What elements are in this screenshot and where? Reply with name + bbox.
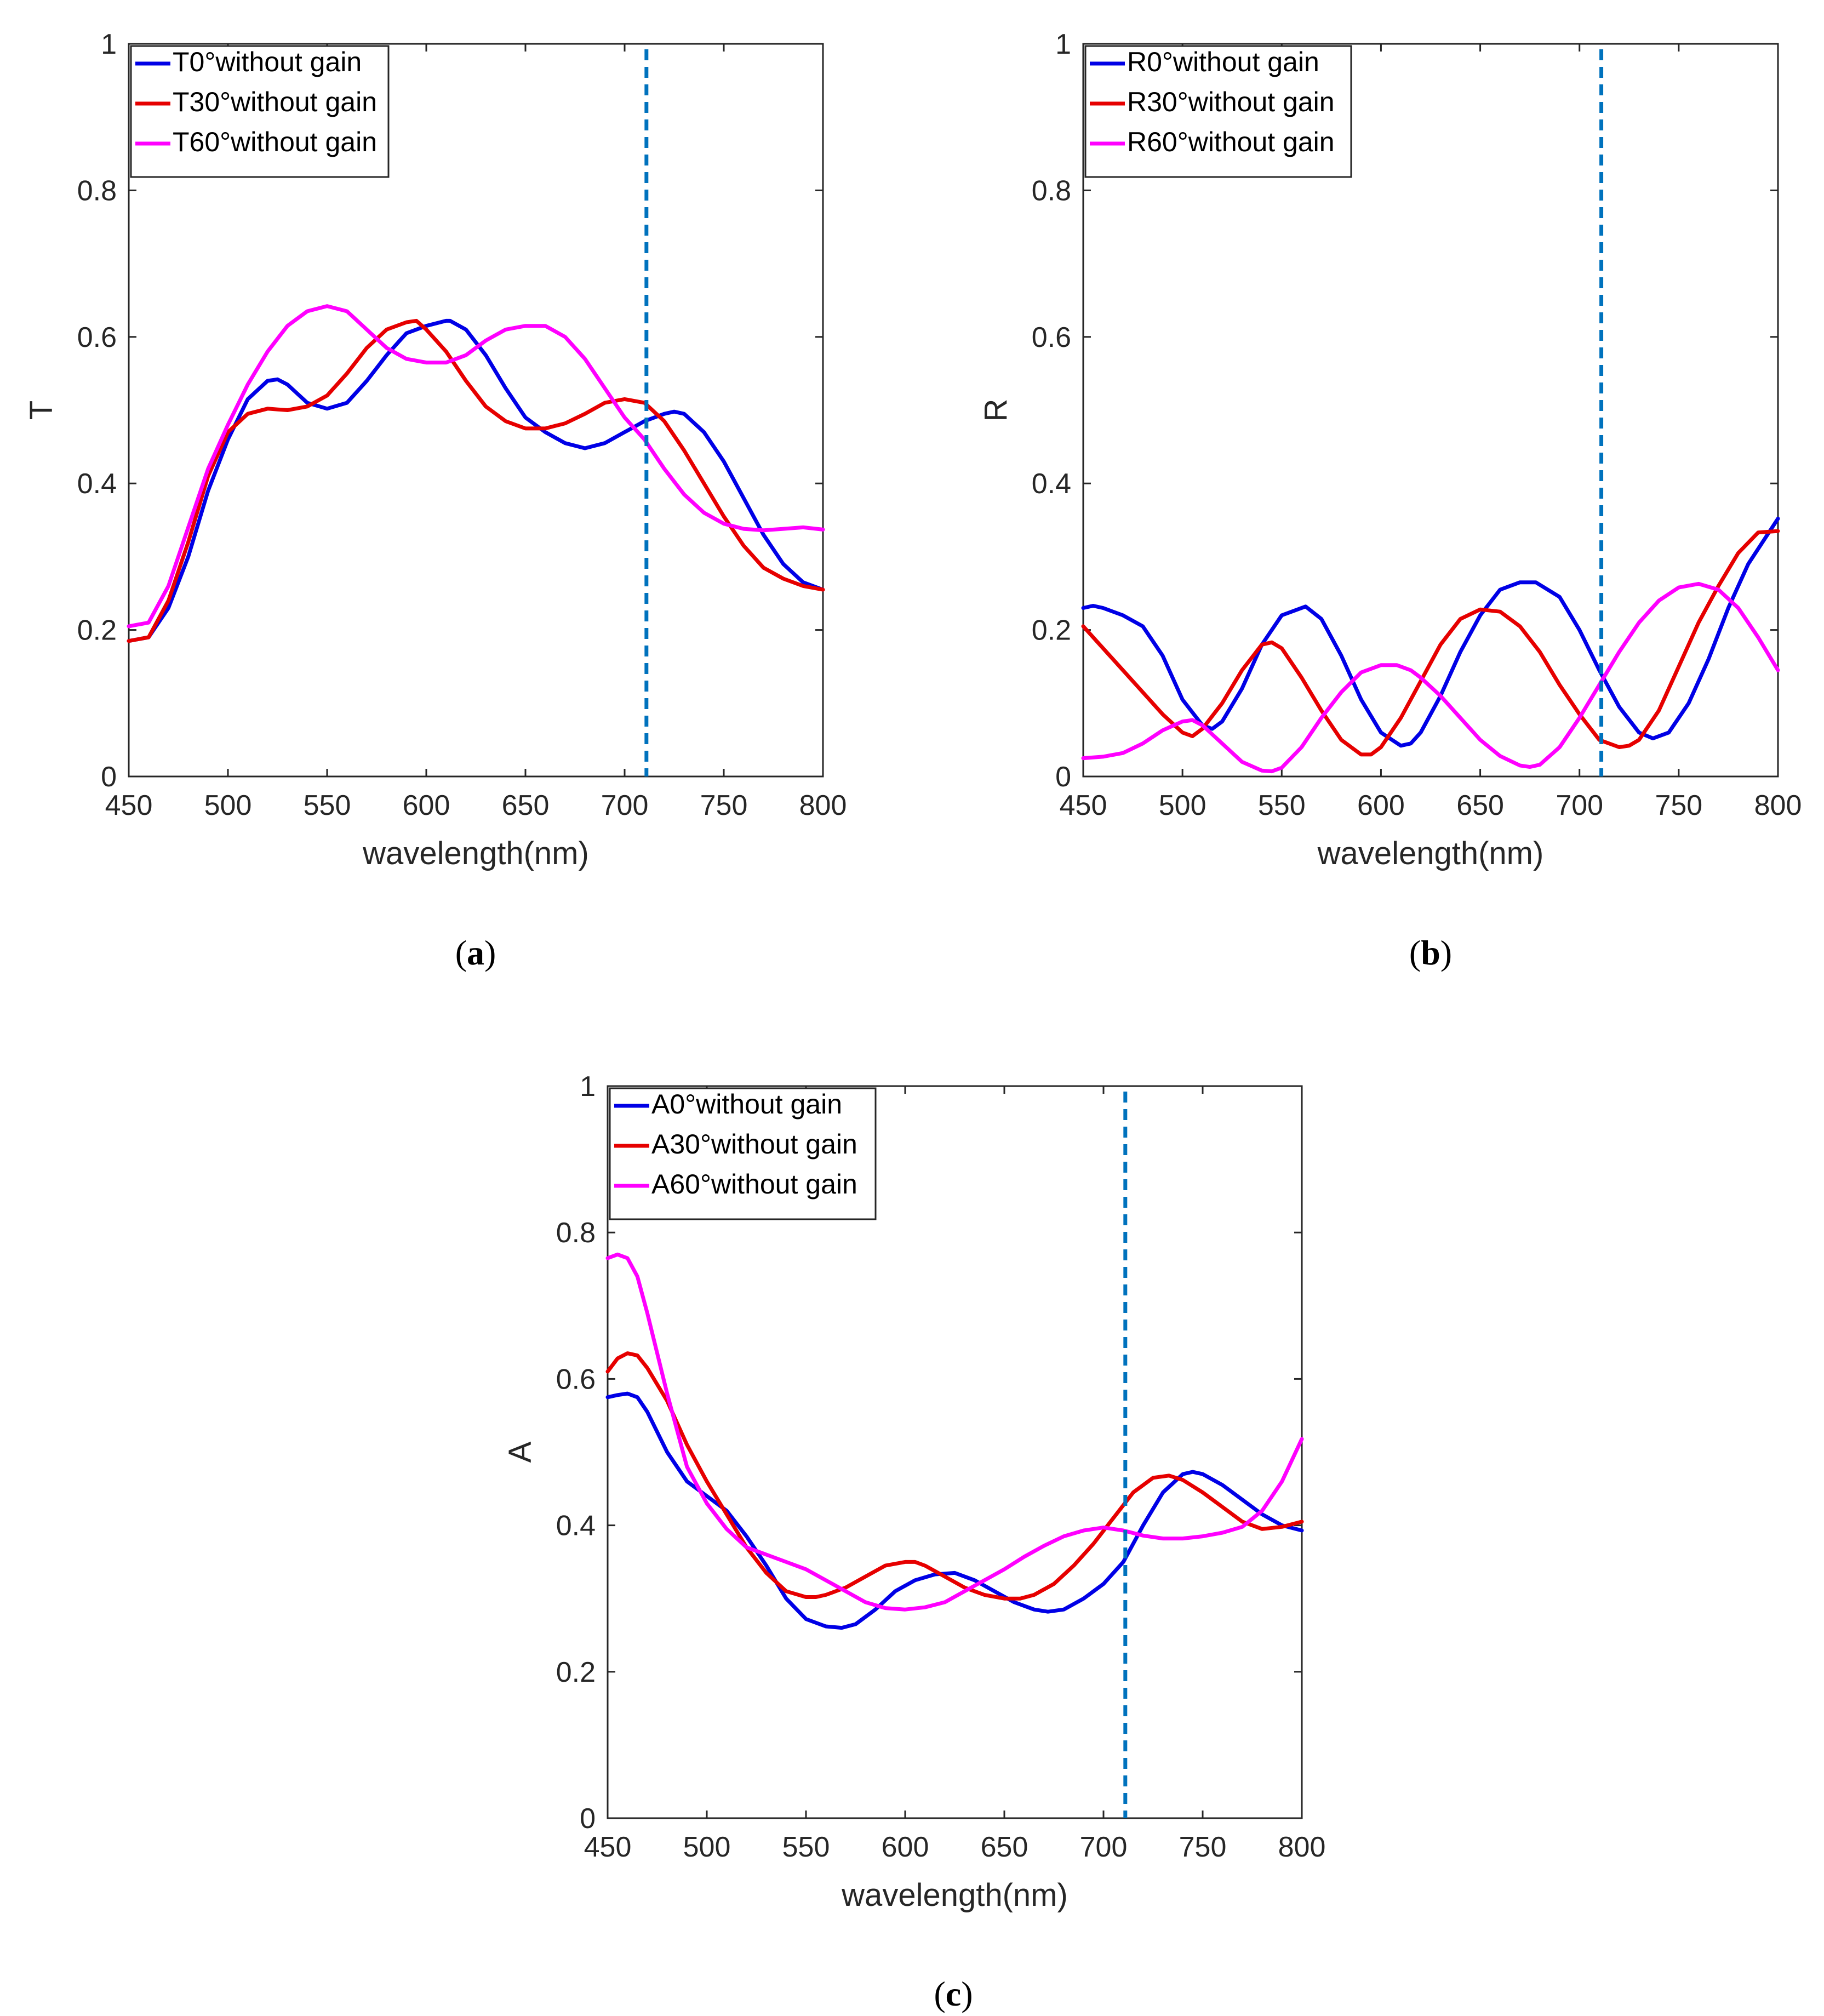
series-line-c-1 <box>605 1351 1304 1601</box>
x-tick-label: 800 <box>799 790 847 821</box>
x-axis-label: wavelength(nm) <box>841 1877 1068 1913</box>
y-tick-label: 0.4 <box>556 1510 596 1542</box>
series-line-a-1 <box>127 318 825 643</box>
x-tick-label: 500 <box>1159 790 1207 821</box>
legend-c: A0°without gain A30°without gain A60°witho… <box>609 1087 877 1220</box>
panel-label-c: (c) <box>934 1974 973 2013</box>
legend-b: R0°without gain R30°without gain R60°witho… <box>1084 45 1352 178</box>
x-tick-label: 600 <box>403 790 450 821</box>
y-tick-label: 0.2 <box>556 1657 596 1688</box>
legend-entry-label: T0°without gain <box>173 47 362 77</box>
y-tick-label: 0.4 <box>77 468 117 500</box>
x-tick-label: 500 <box>204 790 252 821</box>
series-line-c-2 <box>605 1252 1304 1612</box>
legend-box <box>609 1087 877 1220</box>
x-tick-label: 550 <box>782 1831 830 1863</box>
y-tick-label: 0.2 <box>1032 615 1071 647</box>
x-tick-label: 500 <box>683 1831 731 1863</box>
legend-box <box>1084 45 1352 178</box>
y-tick-label: 0.6 <box>556 1363 596 1395</box>
x-tick-label: 750 <box>1179 1831 1227 1863</box>
legend-entry-label: A30°without gain <box>651 1129 857 1160</box>
x-tick-label: 450 <box>584 1831 632 1863</box>
y-tick-label: 1 <box>1055 28 1071 60</box>
legend-entry-label: R0°without gain <box>1127 47 1319 77</box>
legend-box <box>130 45 390 178</box>
series-line-b-1 <box>1081 529 1780 757</box>
x-tick-label: 750 <box>1655 790 1702 821</box>
series-line-b-2 <box>1081 581 1780 774</box>
y-axis-label: A <box>502 1441 538 1463</box>
y-tick-label: 0.4 <box>1032 468 1071 500</box>
y-axis-label: R <box>978 399 1014 422</box>
x-tick-label: 650 <box>981 1831 1028 1863</box>
y-tick-label: 1 <box>580 1071 596 1103</box>
y-tick-label: 0.8 <box>77 175 117 207</box>
x-tick-label: 550 <box>304 790 351 821</box>
y-tick-label: 0 <box>580 1803 596 1835</box>
y-axis-label: T <box>24 401 59 420</box>
x-axis-label: wavelength(nm) <box>1317 836 1544 871</box>
legend-entry-label: A60°without gain <box>651 1169 857 1200</box>
x-tick-label: 800 <box>1278 1831 1326 1863</box>
y-tick-label: 0 <box>101 761 117 793</box>
x-tick-label: 700 <box>1080 1831 1128 1863</box>
x-tick-label: 600 <box>1357 790 1405 821</box>
chart-panel-c: 450 500 550 600 650 700 750 800 0 0.2 0.4 0.6 0.8 1 wa… <box>502 1071 1325 2013</box>
legend-entry-label: T60°without gain <box>173 127 377 157</box>
x-tick-label: 700 <box>1556 790 1603 821</box>
x-tick-label: 550 <box>1258 790 1306 821</box>
x-tick-label: 450 <box>1060 790 1107 821</box>
chart-panel-b: 450 500 550 600 650 700 750 800 0 0.2 0.4 0.6 0.8 1 wa… <box>978 28 1802 972</box>
legend-entry-label: R60°without gain <box>1127 127 1335 157</box>
y-tick-label: 0.8 <box>1032 175 1071 207</box>
series-line-a-0 <box>127 318 825 643</box>
series-line-a-2 <box>127 304 825 629</box>
x-tick-label: 750 <box>700 790 748 821</box>
x-tick-label: 600 <box>882 1831 929 1863</box>
chart-panel-a: 450 500 550 600 650 700 750 800 0 0.2 0.4 0.6 0.8 1 wa… <box>24 28 847 972</box>
panel-label-b: (b) <box>1409 933 1452 972</box>
x-tick-label: 700 <box>601 790 649 821</box>
x-tick-label: 450 <box>105 790 153 821</box>
y-tick-label: 1 <box>101 28 117 60</box>
y-tick-label: 0.2 <box>77 615 117 647</box>
series-line-b-0 <box>1081 516 1780 748</box>
y-tick-label: 0 <box>1055 761 1071 793</box>
panel-label-a: (a) <box>455 933 496 972</box>
x-tick-label: 650 <box>502 790 550 821</box>
legend-entry-label: R30°without gain <box>1127 87 1335 117</box>
legend-entry-label: T30°without gain <box>173 87 377 117</box>
x-tick-label: 800 <box>1754 790 1802 821</box>
y-tick-label: 0.8 <box>556 1217 596 1249</box>
legend-a: T0°without gain T30°without gain T60°witho… <box>130 45 390 178</box>
x-tick-label: 650 <box>1456 790 1504 821</box>
legend-entry-label: A0°without gain <box>651 1089 842 1120</box>
y-tick-label: 0.6 <box>77 322 117 353</box>
y-tick-label: 0.6 <box>1032 322 1071 353</box>
x-axis-label: wavelength(nm) <box>362 836 589 871</box>
